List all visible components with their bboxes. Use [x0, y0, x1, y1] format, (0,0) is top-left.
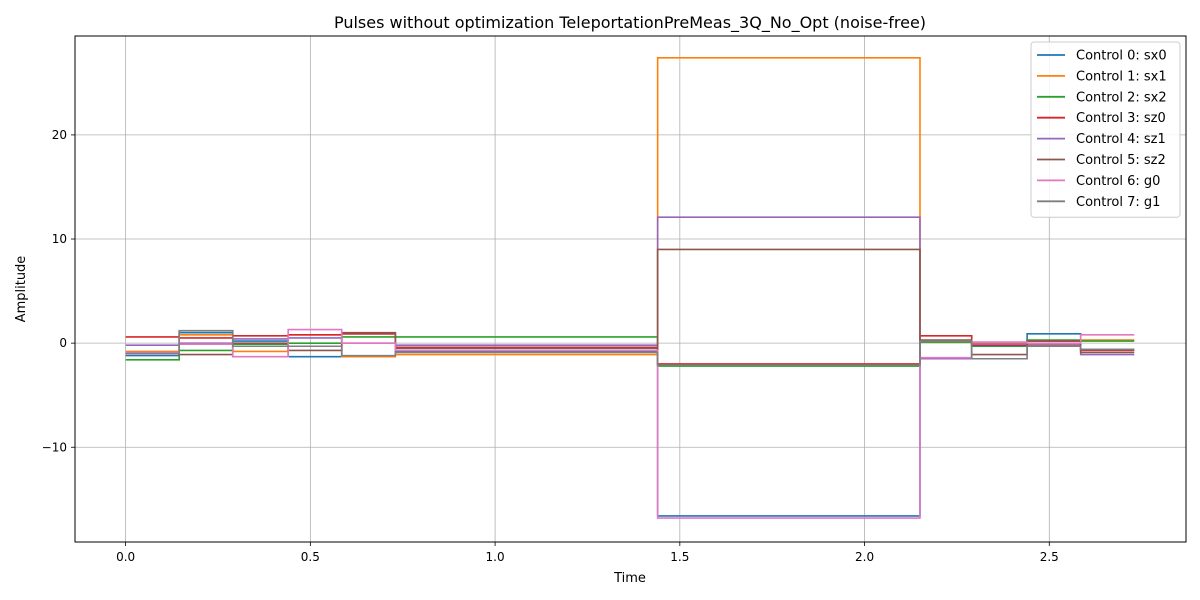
y-tick-label: 20: [52, 128, 67, 142]
plot-frame: [74, 35, 1187, 543]
y-tick-label: −10: [42, 440, 67, 454]
legend-label-control-3: Control 3: sz0: [1076, 111, 1166, 126]
legend-label-control-4: Control 4: sz1: [1076, 132, 1166, 147]
x-tick-label: 2.5: [1040, 550, 1059, 564]
legend-label-control-6: Control 6: g0: [1076, 174, 1160, 189]
series-line-control-7: [125, 329, 1135, 366]
x-tick-label: 0.0: [116, 550, 135, 564]
y-axis-label: Amplitude: [14, 256, 29, 323]
chart-title: Pulses without optimization Teleportatio…: [334, 13, 926, 33]
x-tick-label: 2.0: [855, 550, 874, 564]
y-tick-label: 0: [59, 336, 67, 350]
axis-ticks: 0.0 0.5 1.0 1.5 2.0 2.5 −10 0 10 20: [42, 128, 1059, 564]
x-tick-label: 0.5: [301, 550, 320, 564]
series-line-control-6: [125, 328, 1135, 519]
series-lines: [125, 57, 1135, 519]
x-axis-label: Time: [613, 571, 646, 586]
legend-box: [1030, 41, 1181, 218]
legend-label-control-5: Control 5: sz2: [1076, 153, 1166, 168]
y-tick-label: 10: [52, 232, 67, 246]
legend-label-control-7: Control 7: g1: [1076, 195, 1160, 210]
legend-label-control-1: Control 1: sx1: [1076, 69, 1167, 84]
legend: Control 0: sx0 Control 1: sx1 Control 2: s…: [1030, 41, 1181, 218]
x-tick-label: 1.0: [486, 550, 505, 564]
x-tick-label: 1.5: [670, 550, 689, 564]
legend-label-control-0: Control 0: sx0: [1076, 49, 1167, 64]
legend-label-control-2: Control 2: sx2: [1076, 90, 1167, 105]
